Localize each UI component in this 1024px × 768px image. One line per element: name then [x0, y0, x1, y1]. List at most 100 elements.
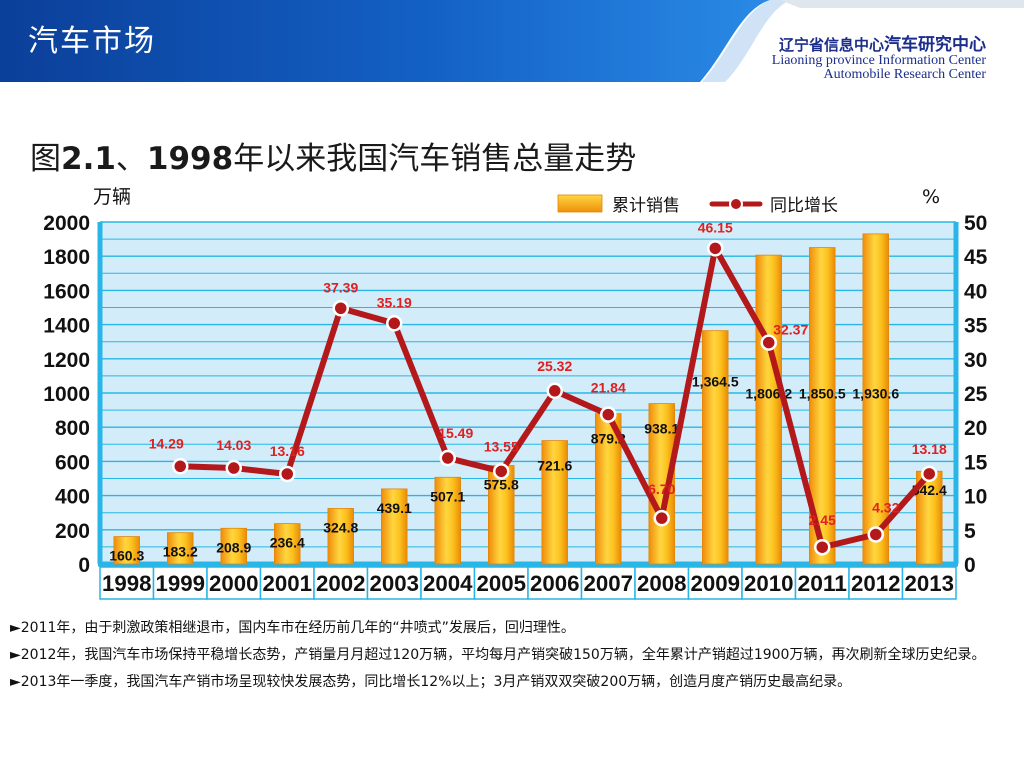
- y-left-tick-label: 0: [78, 554, 90, 577]
- chart-title-year: 1998: [146, 141, 234, 177]
- y-right-tick-label: 20: [964, 417, 987, 440]
- x-category-label: 2012: [851, 571, 901, 596]
- y-right-tick-label: 40: [964, 280, 987, 303]
- growth-point: [653, 509, 670, 527]
- y-right-tick-label: 10: [964, 486, 987, 509]
- growth-point: [867, 526, 884, 543]
- bar-value-label: 183.2: [163, 544, 198, 560]
- y-right-tick-label: 45: [964, 246, 988, 269]
- x-category-label: 2001: [263, 571, 313, 596]
- y-right-tick-label: 5: [964, 520, 976, 543]
- section-title: 汽车市场: [28, 24, 156, 59]
- x-category-label: 2011: [798, 571, 848, 596]
- x-category-label: 2007: [584, 571, 634, 596]
- y-left-tick-label: 1200: [43, 349, 90, 372]
- growth-value-label: 6.70: [648, 481, 675, 497]
- growth-point: [386, 315, 403, 332]
- bar: [220, 527, 247, 565]
- chart-title-number: 2.1: [61, 141, 116, 177]
- growth-value-label: 25.32: [537, 358, 572, 374]
- growth-point: [600, 406, 617, 423]
- legend-line-marker: [729, 197, 743, 211]
- legend-bar-swatch: [557, 194, 603, 213]
- bar-value-label: 938.1: [644, 421, 679, 437]
- legend-bar-label: 累计销售: [612, 196, 680, 216]
- growth-point: [279, 465, 296, 483]
- x-category-cell: [152, 566, 208, 600]
- org-name-cn-emphasis: 汽车研究中心: [884, 35, 986, 55]
- y-left-tick-label: 1400: [43, 315, 90, 338]
- y-right-tick-label: 15: [964, 451, 988, 474]
- y-right-tick-label: 0: [964, 554, 976, 577]
- chart-title-sep: 、: [115, 141, 147, 177]
- notes: ►2011年，由于刺激政策相继退市，国内车市在经历前几年的“井喷式”发展后，回归…: [10, 618, 1006, 699]
- y-right-tick-label: 35: [964, 315, 988, 338]
- x-category-cell: [420, 566, 476, 600]
- bar-value-label: 324.8: [323, 519, 358, 535]
- bar-value-label: 721.6: [537, 458, 572, 474]
- bar: [327, 508, 354, 565]
- chart-title-prefix: 图: [30, 141, 61, 177]
- growth-point: [546, 382, 563, 400]
- org-name-en-line1: Liaoning province Information Center: [771, 53, 986, 68]
- note-2013: ►2013年一季度，我国汽车产销市场呈现较快发展态势，同比增长12%以上；3月产…: [10, 674, 852, 690]
- bar: [702, 330, 729, 565]
- x-category-label: 2000: [209, 571, 259, 596]
- bar: [755, 254, 782, 565]
- bar-value-label: 160.3: [109, 548, 144, 564]
- bar-value-label: 236.4: [270, 535, 305, 551]
- y-left-axis-label: 万辆: [93, 186, 131, 208]
- header-background: [0, 0, 1024, 82]
- y-right-tick-label: 50: [964, 212, 987, 235]
- y-right-axis-label: %: [922, 186, 940, 208]
- growth-value-label: 35.19: [377, 294, 412, 310]
- org-name-en-line2: Automobile Research Center: [823, 67, 986, 82]
- x-category-label: 2008: [637, 571, 687, 596]
- y-left-tick-label: 400: [55, 486, 90, 509]
- x-category-label: 2010: [744, 571, 794, 596]
- y-left-tick-label: 600: [55, 451, 90, 474]
- growth-value-label: 13.55: [484, 438, 519, 454]
- bar-value-label: 1,850.5: [799, 385, 846, 401]
- x-category-cell: [99, 566, 155, 600]
- x-category-label: 2002: [316, 571, 366, 596]
- x-category-label: 1999: [156, 571, 206, 596]
- bar-value-label: 575.8: [484, 477, 519, 493]
- growth-point: [172, 458, 189, 475]
- y-left-tick-label: 1000: [43, 383, 90, 406]
- y-left-tick-label: 200: [55, 520, 90, 543]
- growth-value-label: 37.39: [323, 279, 358, 295]
- x-category-cell: [580, 566, 636, 600]
- growth-point: [332, 300, 349, 317]
- bar: [541, 440, 568, 565]
- growth-value-label: 32.37: [773, 322, 808, 338]
- growth-value-label: 21.84: [591, 380, 626, 396]
- x-category-cell: [687, 566, 743, 600]
- y-right-tick-label: 25: [964, 383, 988, 406]
- chart-title-rest: 年以来我国汽车销售总量走势: [233, 141, 637, 177]
- x-category-cell: [634, 566, 690, 600]
- y-left-tick-label: 1600: [43, 280, 90, 303]
- growth-point: [814, 538, 831, 556]
- growth-point: [760, 334, 777, 351]
- x-category-label: 2009: [691, 571, 741, 596]
- x-category-label: 2006: [530, 571, 580, 596]
- bar-value-label: 1,930.6: [852, 385, 899, 401]
- y-right-tick-label: 30: [964, 349, 987, 372]
- bar-value-label: 439.1: [377, 500, 412, 516]
- y-left-tick-label: 2000: [43, 212, 90, 235]
- x-category-cell: [473, 566, 529, 600]
- note-2012: ►2012年，我国汽车市场保持平稳增长态势，产销量月月超过120万辆，平均每月产…: [10, 647, 986, 663]
- growth-value-label: 14.29: [149, 435, 184, 451]
- growth-value-label: 13.18: [912, 441, 947, 457]
- bar: [274, 523, 301, 565]
- bar: [381, 488, 408, 565]
- x-category-cell: [848, 566, 904, 600]
- bar: [862, 233, 889, 565]
- x-category-cell: [366, 566, 422, 600]
- x-category-label: 1998: [102, 571, 152, 596]
- growth-point: [707, 240, 724, 257]
- x-category-cell: [794, 566, 850, 600]
- sales-chart: 0 200 400 600 800 1000 1200 1400 1600 1800 2000 0 5 1…: [43, 186, 988, 600]
- y-left-tick-label: 1800: [43, 246, 90, 269]
